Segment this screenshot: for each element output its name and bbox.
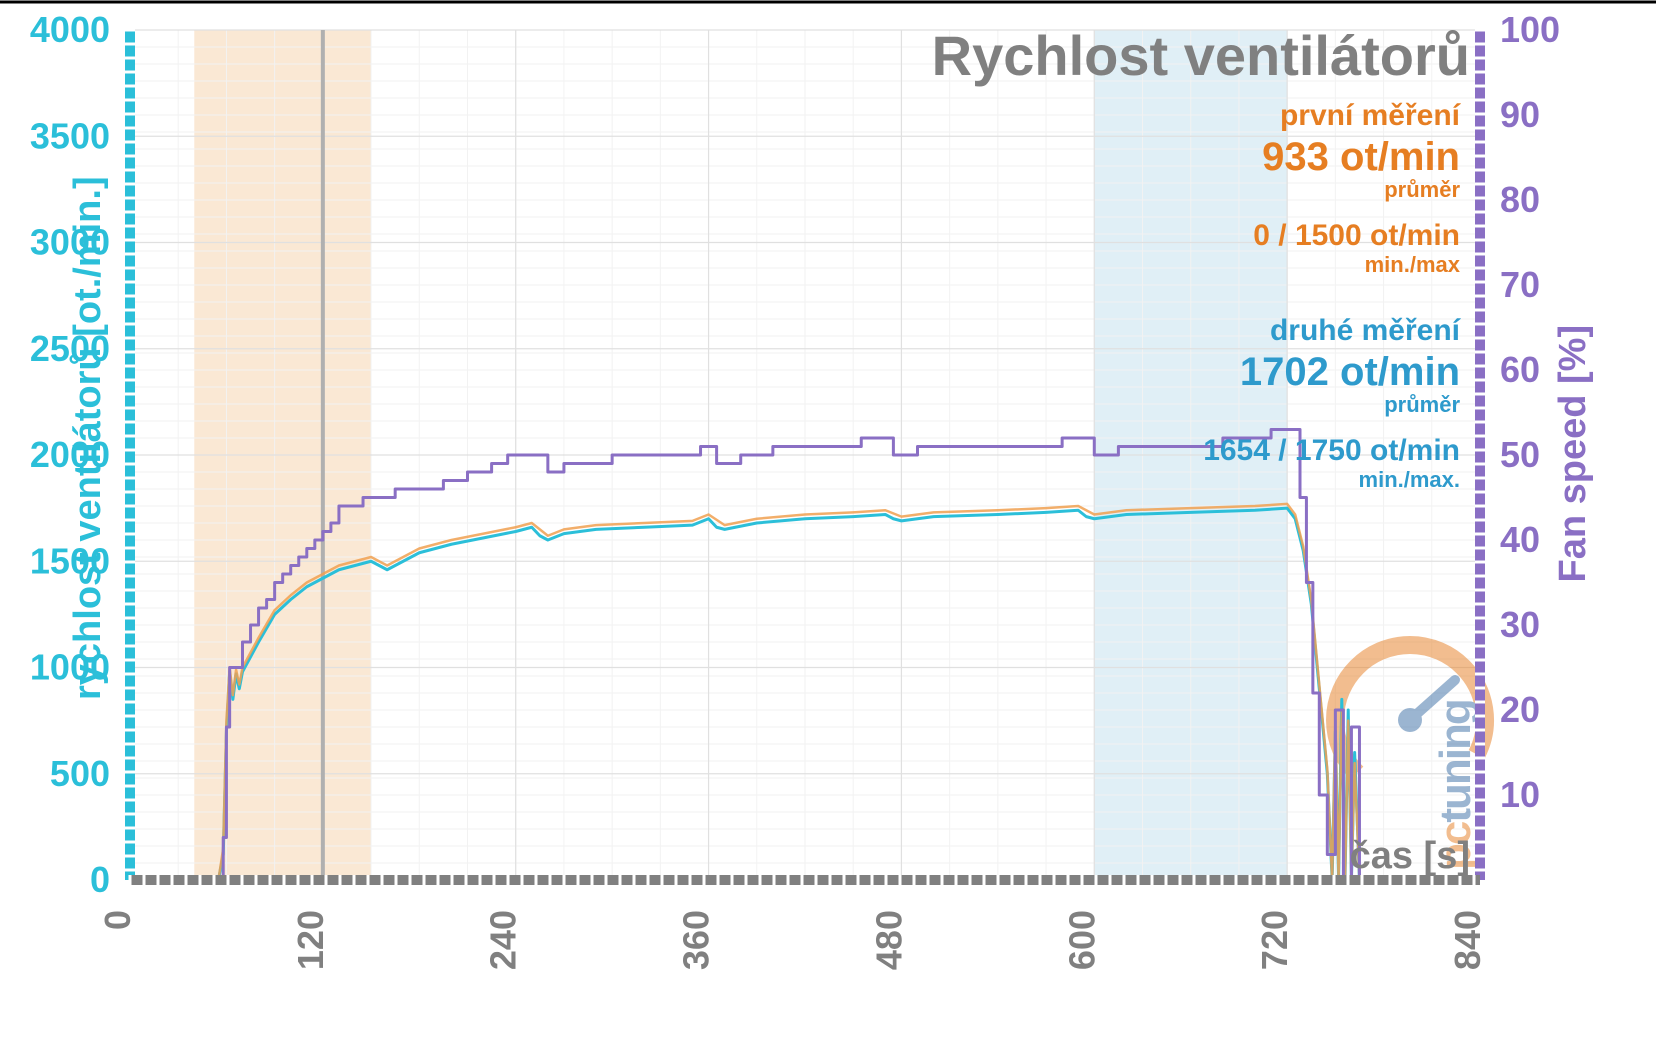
y-left-label: rychlost ventilátorů [ot./min.]	[67, 176, 109, 700]
y-left-tick: 3500	[30, 115, 110, 156]
y-right-tick: 70	[1500, 264, 1540, 305]
x-tick: 120	[290, 910, 331, 970]
y-right-tick: 30	[1500, 604, 1540, 645]
x-tick: 480	[868, 910, 909, 970]
fan-speed-chart: pctuning05001000150020002500300035004000…	[0, 0, 1656, 1044]
x-tick: 360	[676, 910, 717, 970]
stat1-minmax-label: min./max	[1365, 252, 1461, 277]
y-right-tick: 10	[1500, 774, 1540, 815]
stat2-minmax-label: min./max.	[1359, 467, 1460, 492]
stat2-title: druhé měření	[1270, 314, 1462, 347]
x-tick: 720	[1254, 910, 1295, 970]
y-right-tick: 40	[1500, 519, 1540, 560]
stat2-avg-label: průměr	[1384, 392, 1460, 417]
y-left-tick: 4000	[30, 9, 110, 50]
x-tick: 240	[483, 910, 524, 970]
stat1-avg-label: průměr	[1384, 177, 1460, 202]
stat2-avg: 1702 ot/min	[1240, 350, 1460, 394]
y-right-tick: 60	[1500, 349, 1540, 390]
y-left-tick: 500	[50, 753, 110, 794]
y-right-tick: 80	[1500, 179, 1540, 220]
x-tick: 0	[97, 910, 138, 930]
y-right-label: Fan speed [%]	[1552, 325, 1594, 583]
y-right-tick: 50	[1500, 434, 1540, 475]
x-label: čas [s]	[1350, 835, 1470, 877]
stat2-minmax: 1654 / 1750 ot/min	[1203, 434, 1460, 467]
x-tick: 600	[1061, 910, 1102, 970]
y-left-tick: 0	[90, 859, 110, 900]
stat1-title: první měření	[1280, 99, 1462, 132]
stat1-avg: 933 ot/min	[1262, 135, 1460, 179]
y-right-tick: 20	[1500, 689, 1540, 730]
chart-svg: pctuning05001000150020002500300035004000…	[0, 0, 1656, 1044]
x-tick: 840	[1447, 910, 1488, 970]
stat1-minmax: 0 / 1500 ot/min	[1253, 219, 1460, 252]
chart-title: Rychlost ventilátorů	[932, 24, 1470, 87]
y-right-tick: 100	[1500, 9, 1560, 50]
y-right-tick: 90	[1500, 94, 1540, 135]
